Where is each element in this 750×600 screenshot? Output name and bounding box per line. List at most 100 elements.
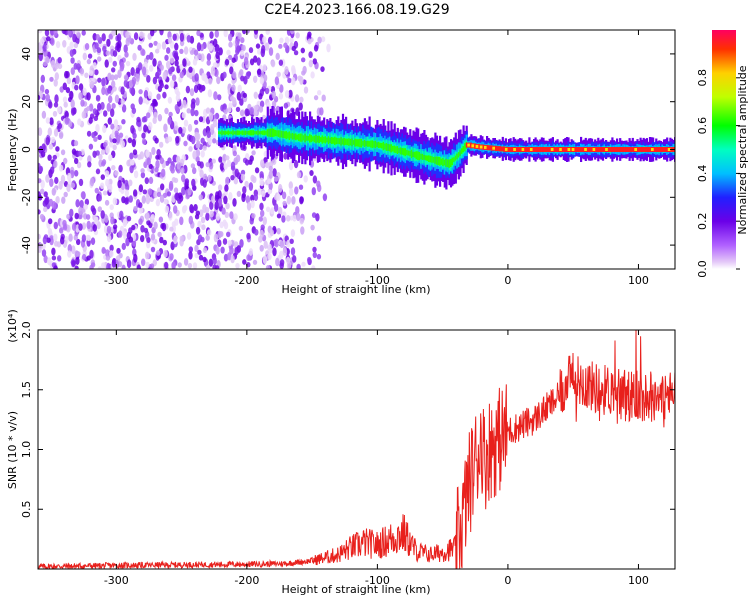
noise-blob (100, 101, 105, 110)
noise-blob (195, 142, 200, 149)
noise-blob (116, 33, 122, 43)
noise-blob (45, 196, 50, 205)
noise-blob (227, 240, 232, 246)
noise-blob (47, 127, 52, 137)
noise-blob (313, 95, 319, 101)
noise-blob (248, 182, 254, 191)
noise-blob (124, 197, 129, 203)
noise-blob (150, 246, 156, 253)
noise-blob (152, 76, 158, 85)
noise-blob (111, 30, 116, 37)
noise-blob (241, 193, 246, 203)
ridge-peak-cell (607, 147, 614, 152)
noise-blob (102, 125, 107, 134)
noise-blob (296, 212, 301, 222)
noise-blob (240, 173, 246, 181)
noise-blob (295, 32, 300, 39)
noise-blob (70, 107, 76, 116)
ridge-cell (365, 141, 368, 147)
ridge-tail-cell (451, 175, 454, 186)
noise-blob (256, 68, 262, 75)
noise-blob (54, 176, 59, 185)
noise-blob (231, 84, 236, 92)
noise-blob (174, 86, 179, 95)
noise-blob (143, 124, 148, 133)
ridge-cell (224, 130, 227, 135)
noise-blob (240, 75, 245, 82)
noise-blob (310, 71, 315, 79)
ridge-cell (370, 140, 373, 148)
noise-blob (225, 177, 230, 186)
noise-blob (48, 198, 54, 207)
noise-blob (260, 209, 265, 217)
noise-blob (250, 199, 255, 209)
noise-blob (221, 207, 226, 215)
noise-blob (47, 257, 52, 266)
noise-blob (321, 94, 326, 102)
noise-blob (62, 96, 68, 103)
noise-blob (289, 238, 294, 244)
snr-x-axis-label: Height of straight line (km) (281, 583, 430, 596)
noise-blob (268, 165, 273, 171)
noise-blob (211, 158, 216, 164)
ridge-cell (315, 134, 318, 144)
ridge-cell (296, 134, 299, 140)
noise-blob (111, 67, 116, 73)
noise-blob (75, 256, 80, 265)
ridge-cell (222, 131, 225, 135)
noise-blob (206, 59, 211, 66)
noise-blob (270, 60, 276, 68)
ridge-cell (398, 147, 401, 154)
noise-blob (254, 104, 259, 111)
noise-blob (209, 210, 214, 218)
noise-blob (179, 63, 184, 71)
noise-blob (253, 193, 259, 201)
noise-blob (243, 56, 249, 66)
noise-blob (53, 233, 58, 242)
ridge-cell (445, 158, 448, 167)
noise-blob (122, 218, 128, 228)
noise-blob (212, 256, 217, 265)
noise-blob (94, 69, 99, 76)
noise-blob (276, 213, 282, 219)
ridge-cell (243, 130, 246, 135)
noise-blob (106, 234, 112, 243)
noise-blob (62, 30, 67, 35)
snr-series-line (38, 330, 675, 569)
noise-blob (296, 263, 301, 269)
ridge-peak-cell (628, 147, 635, 152)
noise-blob (320, 36, 326, 43)
noise-blob (98, 153, 103, 160)
ridge-peak-cell (495, 146, 501, 152)
spectrogram-y-tick-label: 0 (20, 146, 33, 153)
noise-blob (86, 58, 92, 65)
noise-blob (92, 150, 97, 158)
noise-blob (254, 229, 259, 236)
noise-blob (78, 223, 83, 231)
noise-blob (100, 174, 106, 181)
snr-x-tick-label: -300 (104, 574, 129, 587)
ridge-cell (244, 130, 247, 135)
noise-blob (49, 117, 54, 126)
noise-blob (162, 91, 167, 99)
snr-y-tick-label: 1.0 (20, 441, 33, 459)
noise-blob (148, 105, 154, 113)
noise-blob (199, 169, 204, 179)
noise-blob (120, 86, 125, 95)
noise-blob (74, 265, 79, 269)
noise-blob (152, 58, 157, 67)
noise-blob (254, 167, 260, 174)
noise-blob (137, 44, 142, 51)
ridge-cell (255, 131, 258, 135)
colorbar-tick-label: 0.6 (696, 117, 709, 135)
noise-blob (315, 213, 320, 222)
noise-blob (63, 101, 68, 108)
noise-blob (214, 30, 219, 38)
noise-blob (161, 168, 166, 178)
noise-blob (176, 161, 181, 170)
ridge-cell (271, 128, 274, 137)
ridge-cell (348, 138, 351, 146)
ridge-peak-cell (657, 147, 664, 152)
ridge-cell (396, 146, 399, 154)
noise-blob (155, 159, 160, 169)
